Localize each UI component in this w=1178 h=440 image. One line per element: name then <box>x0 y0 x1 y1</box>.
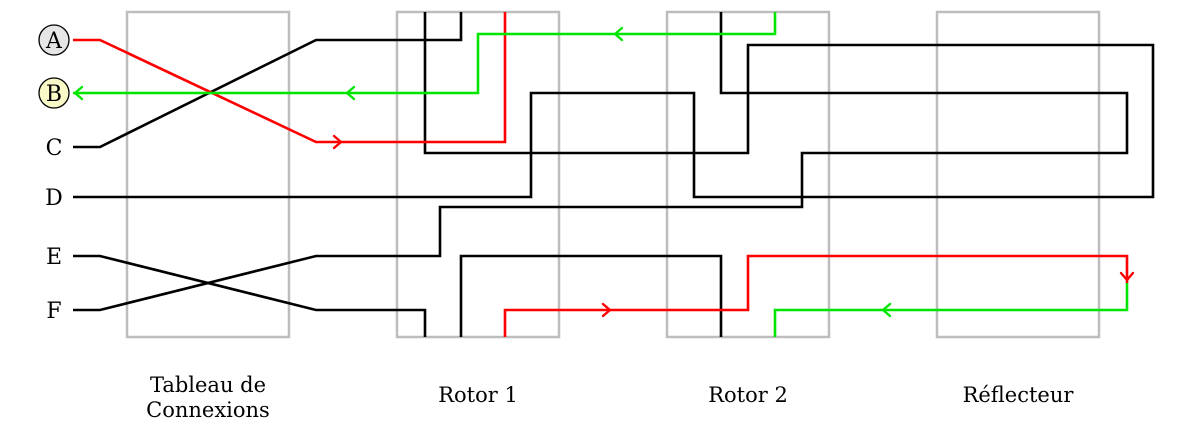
wiring-black <box>73 12 1155 337</box>
forward-path <box>73 12 1129 337</box>
green-arrow-1 <box>881 302 892 318</box>
input-f-label: F <box>46 299 61 324</box>
input-a-label: A <box>45 29 63 54</box>
plugboard-box <box>125 10 291 339</box>
green-reflector-segment <box>773 283 1129 337</box>
input-d-label: D <box>45 186 63 211</box>
green-arrow-4 <box>73 85 84 101</box>
green-arrow-3 <box>345 85 356 101</box>
red-rotor-segment <box>503 254 1129 337</box>
return-arrows <box>73 26 892 318</box>
rotor2-caption: Rotor 2 <box>708 383 788 407</box>
input-e-label: E <box>46 245 62 270</box>
red-arrow-2 <box>601 302 612 318</box>
plugboard-caption-line2: Connexions <box>146 398 270 422</box>
return-path <box>73 12 1129 337</box>
forward-arrows <box>332 134 1135 318</box>
wire-c-through <box>73 12 463 149</box>
green-arrow-2 <box>613 26 624 42</box>
input-b-label: B <box>46 82 62 107</box>
input-b-circle <box>38 77 70 109</box>
red-arrow-1 <box>332 134 343 150</box>
wire-f-through <box>73 12 1129 312</box>
wire-rotor-loop <box>459 254 723 337</box>
reflector-box <box>935 10 1101 339</box>
wire-d-through <box>73 12 1155 199</box>
plugboard-caption-line1: Tableau de <box>150 373 266 397</box>
red-plugboard-segment <box>73 12 507 144</box>
rotor1-box <box>395 10 561 339</box>
red-arrow-3 <box>1119 271 1135 282</box>
wire-e-through <box>73 254 427 337</box>
input-c-label: C <box>46 136 63 161</box>
input-a-circle <box>38 24 70 56</box>
rotor1-caption: Rotor 1 <box>438 383 518 407</box>
rotor2-box <box>665 10 831 339</box>
green-rotor-segment <box>73 12 777 95</box>
reflector-caption: Réflecteur <box>963 383 1075 407</box>
